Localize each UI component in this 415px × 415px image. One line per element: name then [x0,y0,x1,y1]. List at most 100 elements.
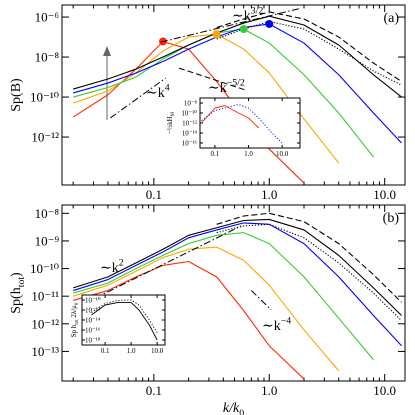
peak-marker [265,19,274,28]
series-line [73,232,374,361]
y-tick-label: 10⁻¹² [31,130,59,145]
x-tick-label: 1.0 [261,187,277,202]
x-tick-label: 1.0 [244,150,253,158]
y-tick-label: 10⁻¹¹ [31,289,59,304]
y-tick-label: 10⁻¹⁸ [85,336,101,344]
x-tick-label: 0.1 [146,383,162,398]
x-tick-label: 1.0 [127,347,136,355]
growth-arrow [103,46,111,120]
peak-marker [212,30,221,39]
series-line [73,23,402,144]
x-axis-label: k/k0 [223,401,244,415]
y-tick-label: 10⁻⁸ [35,206,60,221]
panel: 0.1 1.0 10.0 10⁻⁸ 10⁻⁹ 10⁻¹⁰ 10⁻¹¹ 10⁻¹² 10⁻¹³ ∼k… [9,204,406,415]
series-line [73,246,340,372]
y-tick-label: 10⁻¹⁶ [182,139,198,147]
series-line [73,15,402,98]
series-line [91,299,158,333]
series-line [91,302,158,341]
inset: 0.1 1.0 10.0 10⁻⁸ 10⁻¹⁰ 10⁻¹² 10⁻¹⁴ 10⁻¹⁶ −½kHM [166,97,301,158]
label-part: 0 [239,408,244,415]
y-tick-label: 10⁻¹⁴ [182,129,198,137]
series-line [201,104,283,144]
panel-label: (a) [383,11,399,26]
label-part: 2 [119,258,124,269]
guide-label: ∼k2 [100,258,124,276]
y-tick-label: 10⁻⁶ [35,10,59,25]
power-law-guide [110,77,167,119]
guide-label: ∼k−4 [262,316,291,334]
label-part: 3/2 [251,6,264,17]
series-line [216,223,402,322]
guide-label: ∼k3/2 [232,6,263,24]
panel-label: (b) [383,211,400,226]
guide-label: ∼k−5/2 [208,78,245,96]
label-part: −½kH [166,116,174,134]
series-line [216,11,402,82]
series-line [216,20,402,86]
y-tick-label: 10⁻¹⁶ [85,326,101,334]
curves [201,104,283,144]
power-law-guide [251,290,272,311]
label-part: −5/2 [227,78,245,89]
label-part: ∼k [100,261,119,276]
y-tick-label: 10⁻⁸ [35,50,60,65]
series-line [216,212,402,303]
label-part: ∼k [146,86,165,101]
y-tick-label: 10⁻¹⁰ [181,109,197,117]
y-tick-label: 10⁻⁹ [35,233,60,248]
series-line [73,218,402,316]
y-tick-label: 10⁻¹⁰ [85,296,101,304]
label-part: 4 [165,83,170,94]
plot-frame [199,97,301,149]
y-tick-label: 10⁻¹⁰ [30,90,59,105]
y-tick-label: 10⁻¹⁴ [85,316,101,324]
guide-label: ∼k4 [146,83,170,101]
y-axis-label: −½kHM [166,111,176,134]
label-part: ∼k [208,81,227,96]
y-tick-label: 10⁻¹⁰ [30,261,59,276]
series-line [73,260,305,380]
power-law-guide [160,7,302,43]
y-tick-label: 10⁻¹² [31,316,59,331]
label-part: ) [9,272,24,277]
y-axis-label: Sp(B) [9,78,24,112]
label-part: ∼k [232,9,251,24]
label-part: ∼k [262,319,281,334]
x-tick-label: 0.1 [146,187,162,202]
inset: 0.1 1.0 10.0 10⁻¹⁰ 10⁻¹² 10⁻¹⁴ 10⁻¹⁶ 10⁻¹⁸ Sp ht… [70,294,166,355]
series-line [73,222,402,347]
x-tick-label: 10.0 [276,150,289,158]
label-part: −4 [281,316,292,327]
label-part: Sp h [70,324,78,337]
y-axis-label: Sp htot 2λ/μ0 [70,302,80,337]
label-part: k/k [223,401,240,415]
y-tick-label: 10⁻⁸ [184,99,198,107]
power-law-guide [178,67,247,91]
x-tick-label: 1.0 [261,383,277,398]
peak-marker [239,25,248,34]
label-part: tot [16,277,27,288]
series-line [201,105,259,129]
label-part: 0 [75,302,80,305]
plot-frame [61,204,406,382]
x-tick-label: 10.0 [373,187,396,202]
power-law-guide [94,225,242,299]
label-part: tot [75,319,80,325]
label-part: 2λ/μ [70,305,78,320]
label-part: M [171,111,176,116]
label-part: Sp(h [9,287,24,313]
curves [73,212,402,380]
y-tick-label: 10⁻¹² [182,119,197,127]
y-axis-label: Sp(htot) [9,272,27,314]
x-tick-label: 10.0 [373,383,396,398]
x-tick-label: 0.1 [101,347,110,355]
plot-frame [61,4,406,186]
curves [91,299,158,341]
y-tick-label: 10⁻¹² [85,306,100,314]
arrow-head [103,46,111,56]
plot-frame [81,294,166,346]
x-tick-label: 10.0 [151,347,164,355]
